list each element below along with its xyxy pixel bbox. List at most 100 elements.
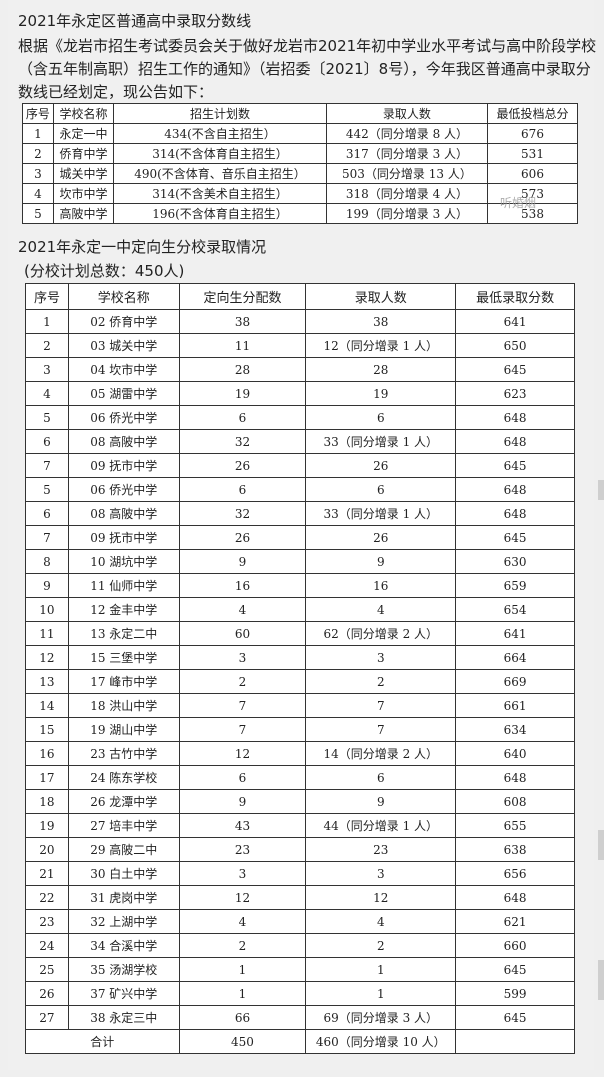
cell-score: 645 xyxy=(455,525,575,550)
cell-score: 648 xyxy=(455,429,575,454)
cell-index: 4 xyxy=(22,183,54,204)
cell-index: 17 xyxy=(25,765,69,790)
cell-index: 3 xyxy=(22,163,54,184)
cell-index: 21 xyxy=(25,861,69,886)
table-row: 18 26 龙潭中学 9 9 608 xyxy=(25,789,575,814)
cell-admitted: 14（同分增录 2 人） xyxy=(305,741,457,766)
column-header: 序号 xyxy=(22,103,54,124)
cell-school: 05 湖雷中学 xyxy=(67,381,180,406)
column-header: 录取人数 xyxy=(325,103,489,124)
cell-index: 3 xyxy=(25,357,69,382)
announcement-paragraph: 根据《龙岩市招生考试委员会关于做好龙岩市2021年初中学业水平考试与高中阶段学校… xyxy=(18,37,597,101)
cell-admitted: 6 xyxy=(305,765,457,790)
cell-school: 08 高陂中学 xyxy=(67,501,180,526)
table-row: 25 35 汤湖学校 1 1 645 xyxy=(25,957,575,982)
cell-school: 09 抚市中学 xyxy=(67,453,180,478)
cell-plan: 9 xyxy=(178,549,307,574)
cell-admitted: 442（同分增录 8 人） xyxy=(325,123,489,144)
cell-admitted: 2 xyxy=(305,933,457,958)
cell-plan: 6 xyxy=(178,477,307,502)
cell-score: 661 xyxy=(455,693,575,718)
section-subtitle: (分校计划总数：450人) xyxy=(24,262,185,280)
cell-score: 531 xyxy=(487,143,578,164)
cell-index: 9 xyxy=(25,573,69,598)
cell-school: 08 高陂中学 xyxy=(67,429,180,454)
cell-school: 06 侨光中学 xyxy=(67,477,180,502)
cell-plan: 32 xyxy=(178,501,307,526)
cell-plan: 26 xyxy=(178,453,307,478)
cell-index: 2 xyxy=(22,143,54,164)
cell-school: 37 矿兴中学 xyxy=(67,981,180,1006)
table-row: 3 城关中学 490(不含体育、音乐自主招生） 503（同分增录 13 人） 606 xyxy=(22,163,578,184)
cell-index: 23 xyxy=(25,909,69,934)
branch-admission-table: 序号 学校名称 定向生分配数 录取人数 最低录取分数 1 02 侨育中学 38 38 641 2 0… xyxy=(25,283,575,1054)
cell-admitted: 26 xyxy=(305,453,457,478)
table-row: 12 15 三堡中学 3 3 664 xyxy=(25,645,575,670)
cell-plan: 1 xyxy=(178,957,307,982)
cell-school: 34 合溪中学 xyxy=(67,933,180,958)
scrollbar-mark xyxy=(598,960,604,1000)
table-row: 4 05 湖雷中学 19 19 623 xyxy=(25,381,575,406)
cell-plan: 9 xyxy=(178,789,307,814)
cell-admitted: 1 xyxy=(305,981,457,1006)
cell-school: 高陂中学 xyxy=(52,203,115,224)
cell-school: 02 侨育中学 xyxy=(67,309,180,334)
cell-plan: 43 xyxy=(178,813,307,838)
cell-score: 669 xyxy=(455,669,575,694)
cell-index: 11 xyxy=(25,621,69,646)
cell-score: 621 xyxy=(455,909,575,934)
cell-school: 23 古竹中学 xyxy=(67,741,180,766)
table-row: 2 侨育中学 314(不含体育自主招生） 317（同分增录 3 人） 531 xyxy=(22,143,578,164)
cell-plan: 66 xyxy=(178,1005,307,1030)
cell-admitted: 62（同分增录 2 人） xyxy=(305,621,457,646)
table-row: 1 永定一中 434(不含自主招生） 442（同分增录 8 人） 676 xyxy=(22,123,578,144)
cell-admitted: 4 xyxy=(305,909,457,934)
cell-school: 38 永定三中 xyxy=(67,1005,180,1030)
cell-admitted: 28 xyxy=(305,357,457,382)
cell-school: 09 抚市中学 xyxy=(67,525,180,550)
table-row: 27 38 永定三中 66 69（同分增录 3 人） 645 xyxy=(25,1005,575,1030)
cell-plan: 7 xyxy=(178,717,307,742)
cell-admitted: 7 xyxy=(305,717,457,742)
cell-admitted: 7 xyxy=(305,693,457,718)
column-header: 学校名称 xyxy=(67,283,180,310)
cell-plan: 28 xyxy=(178,357,307,382)
cell-school: 18 洪山中学 xyxy=(67,693,180,718)
cell-score: 645 xyxy=(455,1005,575,1030)
section-title: 2021年永定一中定向生分校录取情况 xyxy=(18,238,267,256)
watermark: 听婚烟 xyxy=(500,196,537,210)
table-row: 20 29 高陂二中 23 23 638 xyxy=(25,837,575,862)
cell-school: 侨育中学 xyxy=(52,143,115,164)
cell-score: 630 xyxy=(455,549,575,574)
cell-plan: 4 xyxy=(178,909,307,934)
cell-school: 永定一中 xyxy=(52,123,115,144)
cell-score: 664 xyxy=(455,645,575,670)
cell-plan: 12 xyxy=(178,741,307,766)
table-row: 14 18 洪山中学 7 7 661 xyxy=(25,693,575,718)
cell-index: 6 xyxy=(25,429,69,454)
cell-index: 25 xyxy=(25,957,69,982)
cell-plan: 38 xyxy=(178,309,307,334)
cell-score: 640 xyxy=(455,741,575,766)
cell-admitted: 6 xyxy=(305,477,457,502)
table-row: 11 13 永定二中 60 62（同分增录 2 人） 641 xyxy=(25,621,575,646)
cell-admitted: 69（同分增录 3 人） xyxy=(305,1005,457,1030)
cell-admitted: 33（同分增录 1 人） xyxy=(305,501,457,526)
cell-index: 22 xyxy=(25,885,69,910)
cell-school: 32 上湖中学 xyxy=(67,909,180,934)
cell-index: 1 xyxy=(22,123,54,144)
column-header: 定向生分配数 xyxy=(178,283,307,310)
cell-admitted: 2 xyxy=(305,669,457,694)
cell-score: 648 xyxy=(455,405,575,430)
table-row: 2 03 城关中学 11 12（同分增录 1 人） 650 xyxy=(25,333,575,358)
cell-admitted: 1 xyxy=(305,957,457,982)
cell-index: 13 xyxy=(25,669,69,694)
cell-admitted: 503（同分增录 13 人） xyxy=(325,163,489,184)
table-row: 26 37 矿兴中学 1 1 599 xyxy=(25,981,575,1006)
cell-index: 8 xyxy=(25,549,69,574)
cell-index: 5 xyxy=(25,405,69,430)
cell-school: 24 陈东学校 xyxy=(67,765,180,790)
cell-plan: 1 xyxy=(178,981,307,1006)
table-row: 6 08 高陂中学 32 33（同分增录 1 人） 648 xyxy=(25,429,575,454)
cell-admitted: 199（同分增录 3 人） xyxy=(325,203,489,224)
